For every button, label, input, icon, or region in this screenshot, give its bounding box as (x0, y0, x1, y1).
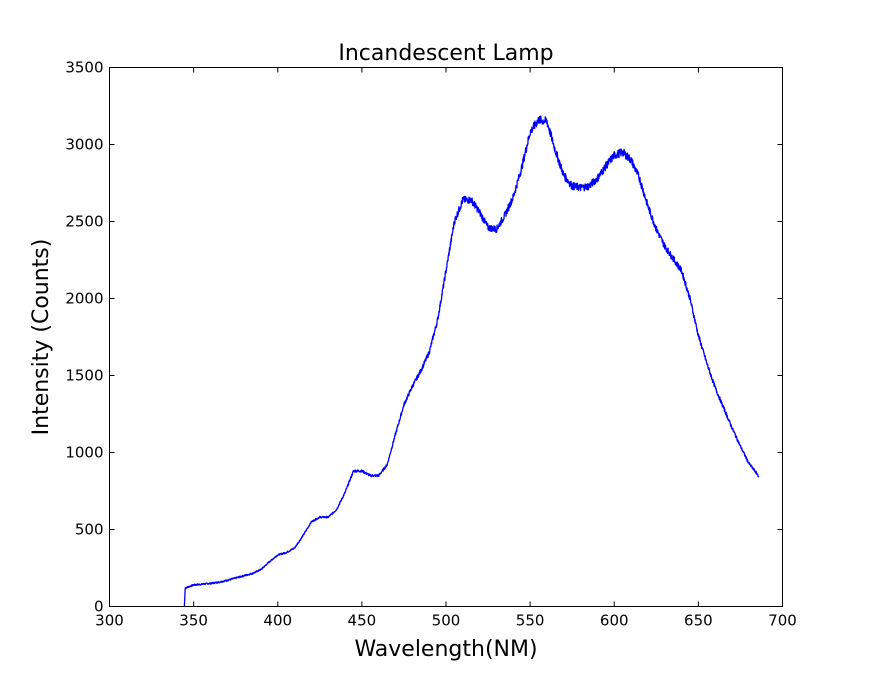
x-tick-label: 300 (95, 612, 124, 630)
plot-frame (109, 67, 783, 607)
x-tick-label: 550 (516, 612, 545, 630)
x-tick-label: 450 (348, 612, 377, 630)
plot-area (183, 115, 760, 607)
y-tick-label: 3000 (65, 136, 103, 154)
y-tick-label: 1500 (65, 367, 103, 385)
x-tick-label: 700 (768, 612, 797, 630)
y-tick-label: 500 (75, 521, 104, 539)
y-axis-ticks: 0 500 1000 1500 2000 2500 3000 3500 (65, 59, 783, 616)
x-tick-label: 600 (600, 612, 629, 630)
y-tick-label: 3500 (65, 59, 103, 77)
x-tick-label: 650 (684, 612, 713, 630)
x-axis-label: Wavelength(NM) (354, 637, 537, 662)
y-axis-label: Intensity (Counts) (29, 239, 54, 436)
x-axis-ticks: 300 350 400 450 500 550 600 650 700 (95, 67, 797, 630)
chart-title: Incandescent Lamp (338, 41, 553, 66)
y-tick-label: 2500 (65, 213, 103, 231)
x-tick-label: 500 (432, 612, 461, 630)
y-tick-label: 1000 (65, 444, 103, 462)
series-line (183, 115, 760, 607)
x-tick-label: 350 (179, 612, 208, 630)
y-tick-label: 0 (94, 598, 104, 616)
x-tick-label: 400 (263, 612, 292, 630)
y-tick-label: 2000 (65, 290, 103, 308)
